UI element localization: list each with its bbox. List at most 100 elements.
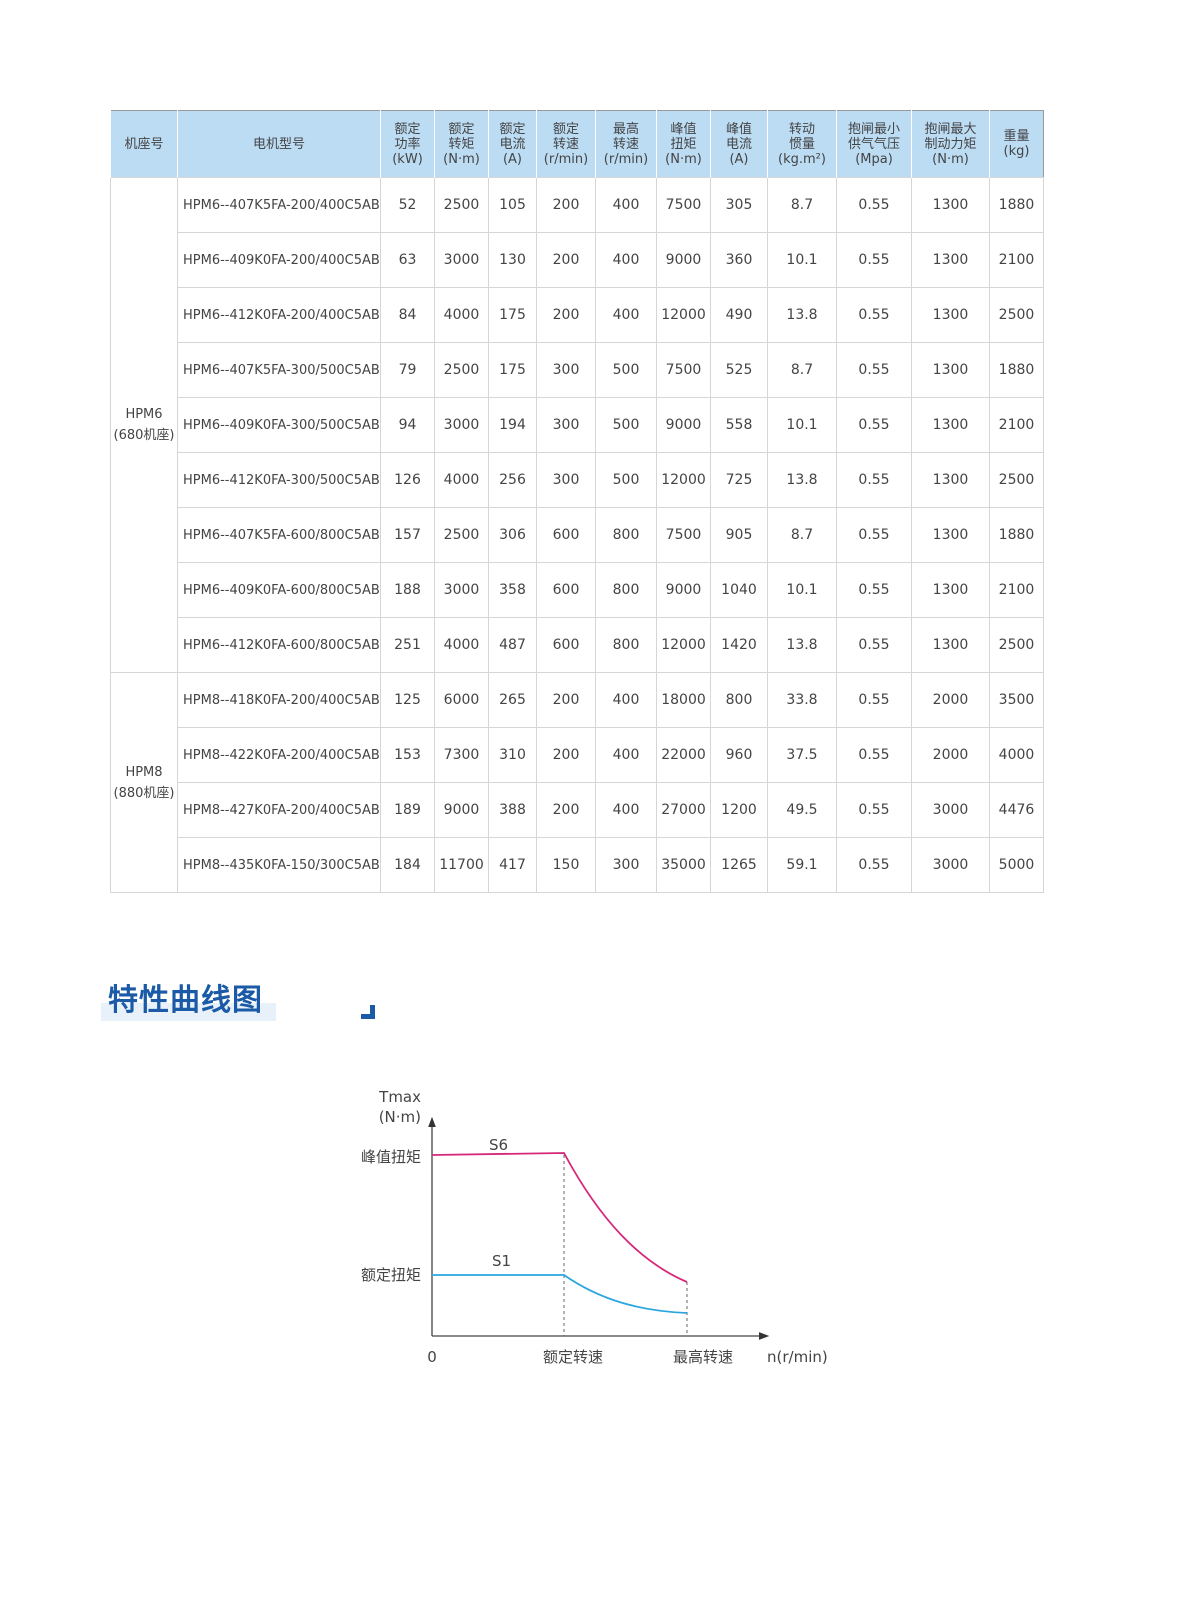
value-cell: 200 (536, 727, 596, 783)
value-cell: 800 (595, 617, 657, 673)
column-header: 抱闸最大 制动力矩 (N·m) (911, 110, 990, 178)
value-cell: 153 (380, 727, 435, 783)
peak-torque-label: 峰值扭矩 (361, 1148, 421, 1166)
s1-curve (432, 1274, 688, 1314)
header-line: (N·m) (443, 151, 480, 167)
header-line: 额定 (499, 121, 526, 137)
value-cell: 0.55 (836, 617, 912, 673)
table-row: HPM8--422K0FA-200/400C5AB 153 7300 310 200 40… (111, 727, 1044, 783)
table-row: HPM6--412K0FA-200/400C5AB 84 4000 175 200 400… (111, 287, 1044, 343)
header-line: 惯量 (788, 136, 815, 152)
value-cell: 150 (536, 837, 596, 893)
value-cell: 9000 (656, 232, 711, 288)
header-line: (A) (729, 151, 749, 167)
value-cell: 2100 (989, 562, 1044, 618)
value-cell: 800 (710, 672, 768, 728)
column-header: 机座号 (110, 110, 178, 178)
table-row: HPM6--409K0FA-600/800C5AB 188 3000 358 600 80… (111, 562, 1044, 618)
column-header: 额定 电流 (A) (488, 110, 537, 178)
header-line: (N·m) (665, 151, 702, 167)
rated-speed-label: 额定转速 (543, 1348, 603, 1366)
header-line: 供气气压 (847, 136, 900, 152)
origin-label: 0 (427, 1348, 437, 1366)
value-cell: 2500 (434, 342, 489, 398)
value-cell: 5000 (989, 837, 1044, 893)
value-cell: 9000 (656, 562, 711, 618)
max-speed-label: 最高转速 (673, 1348, 733, 1366)
header-line: (N·m) (932, 151, 969, 167)
value-cell: 126 (380, 452, 435, 508)
value-cell: 3000 (434, 562, 489, 618)
header-line: 峰值 (670, 121, 697, 137)
value-cell: 2500 (434, 507, 489, 563)
value-cell: 13.8 (767, 287, 837, 343)
header-line: 额定 (394, 121, 421, 137)
value-cell: 2100 (989, 232, 1044, 288)
header-line: 电机型号 (252, 136, 305, 152)
value-cell: 11700 (434, 837, 489, 893)
y-axis-label: Tmax (378, 1088, 421, 1106)
value-cell: 7500 (656, 177, 711, 233)
header-line: 额定 (552, 121, 579, 137)
value-cell: 0.55 (836, 452, 912, 508)
header-line: 峰值 (725, 121, 752, 137)
value-cell: 200 (536, 177, 596, 233)
header-line: 制动力矩 (924, 136, 977, 152)
model-cell: HPM8--418K0FA-200/400C5AB (177, 672, 381, 728)
value-cell: 2000 (911, 727, 990, 783)
header-line: 最高 (612, 121, 639, 137)
column-header: 额定 转速 (r/min) (536, 110, 596, 178)
value-cell: 960 (710, 727, 768, 783)
header-line: (r/min) (543, 151, 589, 167)
value-cell: 1880 (989, 507, 1044, 563)
column-header: 重量 (kg) (989, 110, 1044, 178)
value-cell: 79 (380, 342, 435, 398)
model-cell: HPM8--435K0FA-150/300C5AB (177, 837, 381, 893)
rated-torque-label: 额定扭矩 (361, 1266, 421, 1284)
table-row: HPM6--407K5FA-300/500C5AB 79 2500 175 300 500… (111, 342, 1044, 398)
value-cell: 84 (380, 287, 435, 343)
value-cell: 125 (380, 672, 435, 728)
value-cell: 1300 (911, 617, 990, 673)
value-cell: 0.55 (836, 672, 912, 728)
value-cell: 0.55 (836, 507, 912, 563)
header-line: 电流 (725, 136, 752, 152)
series-line: HPM6 (125, 407, 163, 422)
header-line: 重量 (1003, 129, 1030, 144)
section-title-text: 特性曲线图 (108, 983, 263, 1018)
value-cell: 0.55 (836, 287, 912, 343)
table-row: HPM6--412K0FA-300/500C5AB 126 4000 256 300 50… (111, 452, 1044, 508)
value-cell: 3500 (989, 672, 1044, 728)
value-cell: 0.55 (836, 177, 912, 233)
value-cell: 63 (380, 232, 435, 288)
value-cell: 8.7 (767, 342, 837, 398)
value-cell: 400 (595, 782, 657, 838)
table-row: HPM6--409K0FA-200/400C5AB 63 3000 130 200 400… (111, 232, 1044, 288)
value-cell: 400 (595, 672, 657, 728)
section-title: 特性曲线图 (101, 975, 375, 1021)
value-cell: 188 (380, 562, 435, 618)
header-line: 转速 (612, 136, 639, 152)
value-cell: 6000 (434, 672, 489, 728)
header-line: (Mpa) (855, 151, 893, 167)
value-cell: 600 (536, 562, 596, 618)
value-cell: 2500 (989, 617, 1044, 673)
value-cell: 500 (595, 452, 657, 508)
header-line: 转动 (788, 121, 815, 137)
value-cell: 1300 (911, 342, 990, 398)
value-cell: 105 (488, 177, 537, 233)
column-header: 抱闸最小 供气气压 (Mpa) (836, 110, 912, 178)
value-cell: 7500 (656, 507, 711, 563)
value-cell: 0.55 (836, 837, 912, 893)
value-cell: 200 (536, 287, 596, 343)
series-line: HPM8 (125, 764, 163, 780)
value-cell: 725 (710, 452, 768, 508)
value-cell: 2500 (989, 452, 1044, 508)
table-row: HPM8--435K0FA-150/300C5AB 184 11700 417 150 3… (111, 837, 1044, 893)
column-header: 额定 功率 (kW) (380, 110, 435, 178)
header-line: 转速 (552, 136, 579, 152)
value-cell: 400 (595, 727, 657, 783)
value-cell: 18000 (656, 672, 711, 728)
value-cell: 490 (710, 287, 768, 343)
value-cell: 300 (595, 837, 657, 893)
